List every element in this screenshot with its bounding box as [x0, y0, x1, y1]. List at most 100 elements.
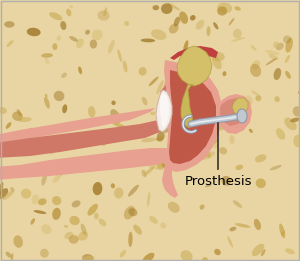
Ellipse shape: [81, 256, 95, 261]
Ellipse shape: [32, 194, 39, 204]
Ellipse shape: [213, 22, 218, 29]
Ellipse shape: [229, 135, 235, 144]
Ellipse shape: [212, 52, 225, 61]
Ellipse shape: [52, 175, 61, 183]
Ellipse shape: [72, 200, 80, 207]
Ellipse shape: [90, 39, 97, 49]
Ellipse shape: [196, 52, 206, 62]
Ellipse shape: [132, 153, 139, 162]
Ellipse shape: [227, 236, 233, 248]
Ellipse shape: [128, 232, 133, 247]
Ellipse shape: [3, 190, 14, 200]
Ellipse shape: [99, 218, 106, 226]
Ellipse shape: [149, 163, 156, 169]
Polygon shape: [220, 98, 246, 126]
Ellipse shape: [62, 104, 67, 113]
Ellipse shape: [54, 91, 64, 101]
Ellipse shape: [229, 18, 234, 26]
Ellipse shape: [12, 111, 23, 121]
Ellipse shape: [45, 94, 47, 98]
Ellipse shape: [150, 111, 155, 115]
Ellipse shape: [41, 224, 51, 234]
Ellipse shape: [274, 68, 281, 80]
Ellipse shape: [174, 17, 180, 27]
Ellipse shape: [50, 147, 53, 155]
Ellipse shape: [205, 184, 212, 187]
Ellipse shape: [85, 30, 90, 35]
Ellipse shape: [70, 162, 78, 171]
Ellipse shape: [250, 45, 257, 51]
Ellipse shape: [159, 120, 170, 133]
Ellipse shape: [45, 58, 49, 64]
Ellipse shape: [201, 151, 215, 160]
Ellipse shape: [223, 71, 226, 76]
Ellipse shape: [283, 35, 291, 44]
Ellipse shape: [268, 54, 278, 61]
Ellipse shape: [251, 91, 260, 96]
Polygon shape: [164, 60, 222, 172]
Ellipse shape: [179, 145, 186, 152]
Ellipse shape: [256, 178, 266, 188]
Ellipse shape: [284, 117, 297, 130]
Ellipse shape: [11, 253, 14, 261]
Ellipse shape: [149, 216, 158, 224]
Ellipse shape: [24, 145, 31, 155]
Ellipse shape: [235, 223, 250, 228]
Ellipse shape: [82, 254, 94, 261]
Ellipse shape: [44, 97, 50, 109]
Ellipse shape: [167, 147, 172, 158]
Ellipse shape: [38, 198, 46, 205]
Ellipse shape: [93, 182, 102, 195]
Ellipse shape: [151, 29, 167, 40]
Ellipse shape: [212, 56, 222, 69]
Ellipse shape: [0, 188, 8, 199]
Ellipse shape: [255, 96, 261, 101]
Polygon shape: [177, 46, 212, 86]
Ellipse shape: [211, 125, 217, 133]
Ellipse shape: [220, 117, 230, 127]
Polygon shape: [0, 68, 186, 145]
Ellipse shape: [217, 3, 232, 13]
Ellipse shape: [206, 138, 218, 147]
Ellipse shape: [172, 74, 181, 81]
Ellipse shape: [10, 187, 14, 192]
Polygon shape: [232, 98, 248, 116]
Ellipse shape: [168, 3, 180, 10]
Ellipse shape: [195, 128, 204, 138]
Ellipse shape: [209, 140, 218, 148]
Ellipse shape: [94, 213, 99, 219]
Ellipse shape: [160, 222, 166, 228]
Ellipse shape: [64, 143, 72, 147]
Ellipse shape: [231, 37, 245, 42]
Ellipse shape: [250, 64, 261, 77]
Ellipse shape: [57, 35, 61, 41]
Ellipse shape: [27, 132, 31, 136]
Ellipse shape: [88, 106, 95, 118]
Ellipse shape: [118, 49, 122, 62]
Polygon shape: [170, 46, 218, 60]
Ellipse shape: [244, 96, 253, 106]
Ellipse shape: [111, 100, 116, 105]
Ellipse shape: [76, 39, 84, 48]
Ellipse shape: [142, 253, 154, 261]
Ellipse shape: [172, 164, 187, 168]
Ellipse shape: [144, 166, 155, 175]
Ellipse shape: [87, 204, 98, 216]
Ellipse shape: [200, 205, 205, 210]
Ellipse shape: [21, 189, 31, 199]
Ellipse shape: [276, 128, 285, 140]
Ellipse shape: [69, 5, 73, 8]
Ellipse shape: [111, 183, 115, 188]
Ellipse shape: [161, 3, 172, 14]
Ellipse shape: [115, 128, 125, 134]
Ellipse shape: [133, 224, 142, 235]
Ellipse shape: [265, 50, 280, 55]
Ellipse shape: [279, 223, 285, 238]
Ellipse shape: [252, 60, 260, 70]
Ellipse shape: [249, 129, 253, 133]
Ellipse shape: [128, 185, 139, 197]
Ellipse shape: [273, 42, 279, 48]
Ellipse shape: [181, 250, 193, 261]
Ellipse shape: [233, 29, 242, 38]
Ellipse shape: [69, 216, 80, 225]
